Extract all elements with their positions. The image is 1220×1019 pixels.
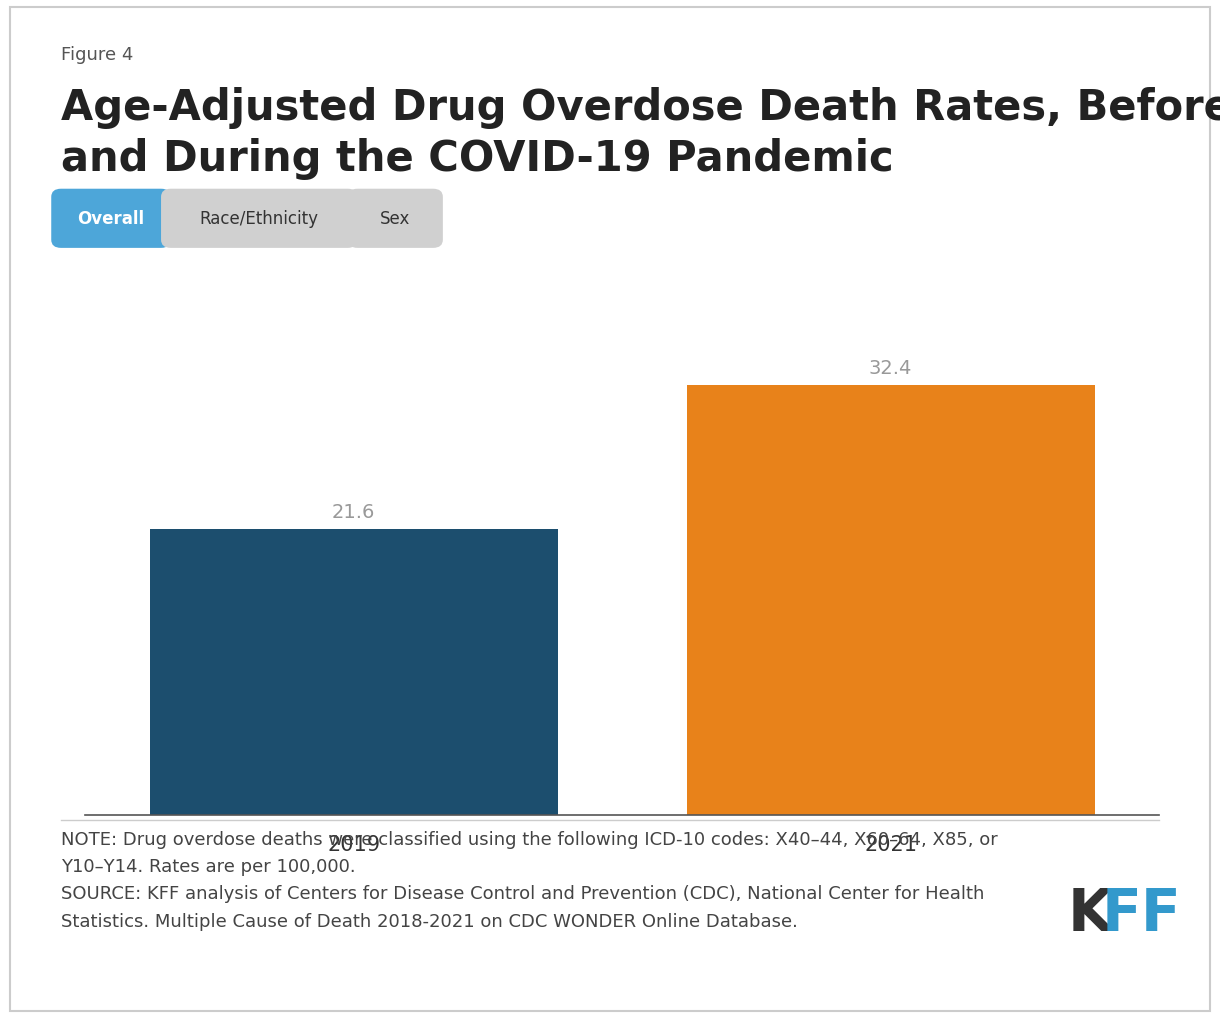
Text: and During the COVID-19 Pandemic: and During the COVID-19 Pandemic <box>61 138 893 179</box>
Text: FF: FF <box>1102 886 1181 943</box>
Text: Figure 4: Figure 4 <box>61 46 133 64</box>
Text: K: K <box>1068 886 1113 943</box>
Text: Overall: Overall <box>77 210 145 228</box>
Text: 21.6: 21.6 <box>332 502 376 521</box>
Text: Race/Ethnicity: Race/Ethnicity <box>200 210 318 228</box>
Text: NOTE: Drug overdose deaths were classified using the following ICD-10 codes: X40: NOTE: Drug overdose deaths were classifi… <box>61 830 998 929</box>
Bar <box>687 386 1094 815</box>
Text: Sex: Sex <box>381 210 410 228</box>
Bar <box>150 529 558 815</box>
Text: 32.4: 32.4 <box>869 359 913 378</box>
Text: Age-Adjusted Drug Overdose Death Rates, Before: Age-Adjusted Drug Overdose Death Rates, … <box>61 87 1220 128</box>
